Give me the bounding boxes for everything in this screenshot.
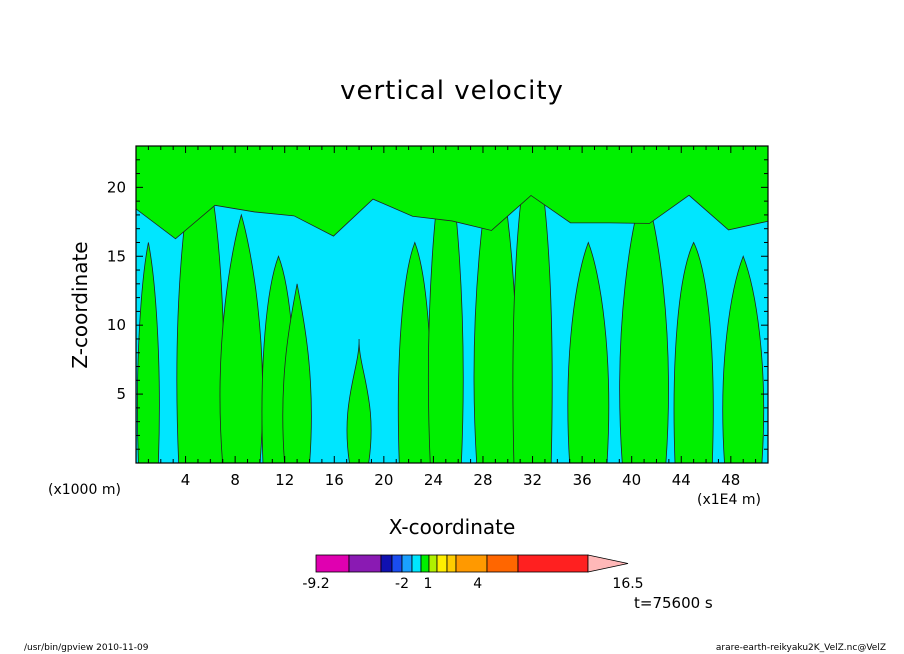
y-axis-label: Z-coordinate: [68, 241, 92, 369]
x-unit-right: (x1E4 m): [697, 492, 761, 508]
x-axis-label: X-coordinate: [388, 515, 516, 539]
x-tick-label: 20: [374, 471, 393, 489]
x-tick-label: 24: [424, 471, 443, 489]
y-tick-label: 20: [107, 178, 126, 196]
colorbar-segment: [446, 554, 457, 573]
x-tick-label: 48: [721, 471, 740, 489]
colorbar-label: 1: [424, 576, 433, 592]
x-tick-label: 12: [275, 471, 294, 489]
updraft-column: [346, 338, 372, 463]
x-axis-ticks: 4 8 12 16 20 24 28 32 36 40 44 48: [147, 146, 757, 489]
footer-program: /usr/bin/gpview 2010-11-09: [24, 643, 149, 653]
colorbar-segment: [436, 554, 448, 573]
y-tick-label: 15: [107, 247, 126, 265]
x-tick-label: 40: [622, 471, 641, 489]
updraft-column: [137, 242, 160, 463]
x-tick-label: 36: [573, 471, 592, 489]
colorbar-segment: [380, 554, 393, 573]
colorbar-segment: [411, 554, 422, 573]
colorbar-segment: [348, 554, 382, 573]
colorbar-segment: [391, 554, 403, 573]
velocity-field: [136, 146, 768, 463]
colorbar-segment: [420, 554, 430, 573]
chart-title: vertical velocity: [340, 76, 564, 106]
x-unit-left: (x1000 m): [48, 482, 121, 498]
updraft-column: [673, 241, 714, 463]
x-tick-label: 28: [473, 471, 492, 489]
time-label: t=75600 s: [634, 594, 713, 612]
colorbar-segment: [428, 554, 438, 573]
colorbar-segment: [486, 554, 519, 573]
x-tick-label: 8: [230, 471, 240, 489]
colorbar-segment: [587, 554, 629, 573]
x-tick-label: 16: [325, 471, 344, 489]
colorbar-segment: [315, 554, 350, 573]
colorbar-segment: [401, 554, 413, 573]
colorbar-segment: [517, 554, 589, 573]
updraft-column: [567, 241, 610, 463]
y-tick-label: 10: [107, 316, 126, 334]
x-tick-label: 4: [181, 471, 191, 489]
x-tick-label: 44: [672, 471, 691, 489]
plot-frame: [135, 145, 769, 464]
y-tick-label: 5: [116, 385, 126, 403]
colorbar-segment: [455, 554, 488, 573]
updraft-column: [722, 255, 765, 463]
colorbar-label: 4: [473, 576, 482, 592]
y-axis-ticks: 5 10 15 20: [107, 159, 768, 450]
colorbar: -9.2 -2 1 4 16.5: [302, 554, 644, 592]
updraft-column: [282, 283, 312, 463]
colorbar-label: -2: [395, 576, 409, 592]
colorbar-label: 16.5: [612, 576, 643, 592]
upper-positive-band: [136, 146, 768, 240]
x-tick-label: 32: [523, 471, 542, 489]
colorbar-label: -9.2: [302, 576, 329, 592]
footer-source: arare-earth-reikyaku2K_VelZ.nc@VelZ: [715, 643, 886, 653]
